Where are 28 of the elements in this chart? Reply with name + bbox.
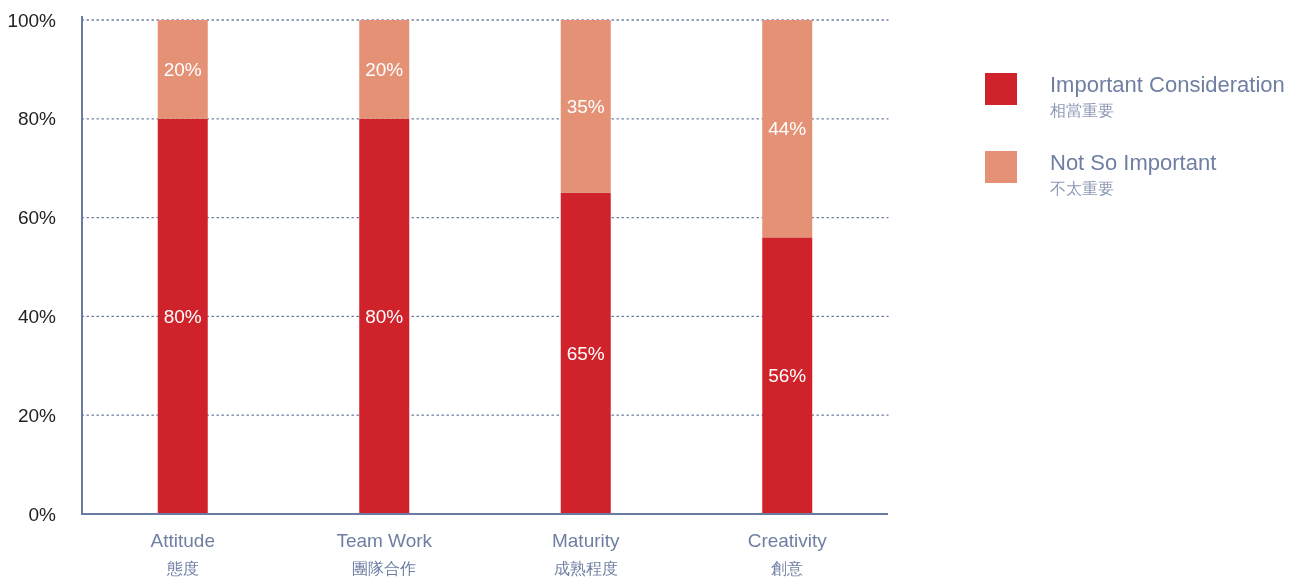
y-tick-label: 100%: [7, 9, 57, 31]
legend-label: Important Consideration 相當重要: [1050, 72, 1285, 119]
x-tick-label: Creativity 創意: [747, 530, 828, 577]
bar: [359, 20, 410, 119]
y-tick-label: 20%: [17, 404, 57, 426]
data-label: 20%: [163, 59, 202, 81]
data-label: 44%: [768, 118, 807, 140]
y-tick-label: 0%: [28, 503, 57, 525]
x-tick-label: Team Work 團隊合作: [336, 530, 433, 577]
x-tick-label: Maturity 成熟程度: [551, 530, 621, 577]
bar: [560, 192, 611, 514]
bar: [359, 118, 410, 514]
data-label: 56%: [768, 365, 807, 387]
bar: [762, 237, 813, 514]
data-label: 80%: [163, 306, 202, 328]
y-tick-label: 40%: [17, 306, 57, 328]
bar: [157, 20, 208, 119]
data-label: 80%: [365, 306, 404, 328]
legend-label: Not So Important 不太重要: [1050, 150, 1217, 197]
bar: [560, 20, 611, 193]
y-tick-label: 60%: [17, 207, 57, 229]
bar: [157, 118, 208, 514]
bar: [762, 20, 813, 238]
data-label: 35%: [566, 96, 605, 118]
data-label: 65%: [566, 343, 605, 365]
y-tick-label: 80%: [17, 108, 57, 130]
data-label: 20%: [365, 59, 404, 81]
x-tick-label: Attitude 態度: [150, 530, 215, 577]
